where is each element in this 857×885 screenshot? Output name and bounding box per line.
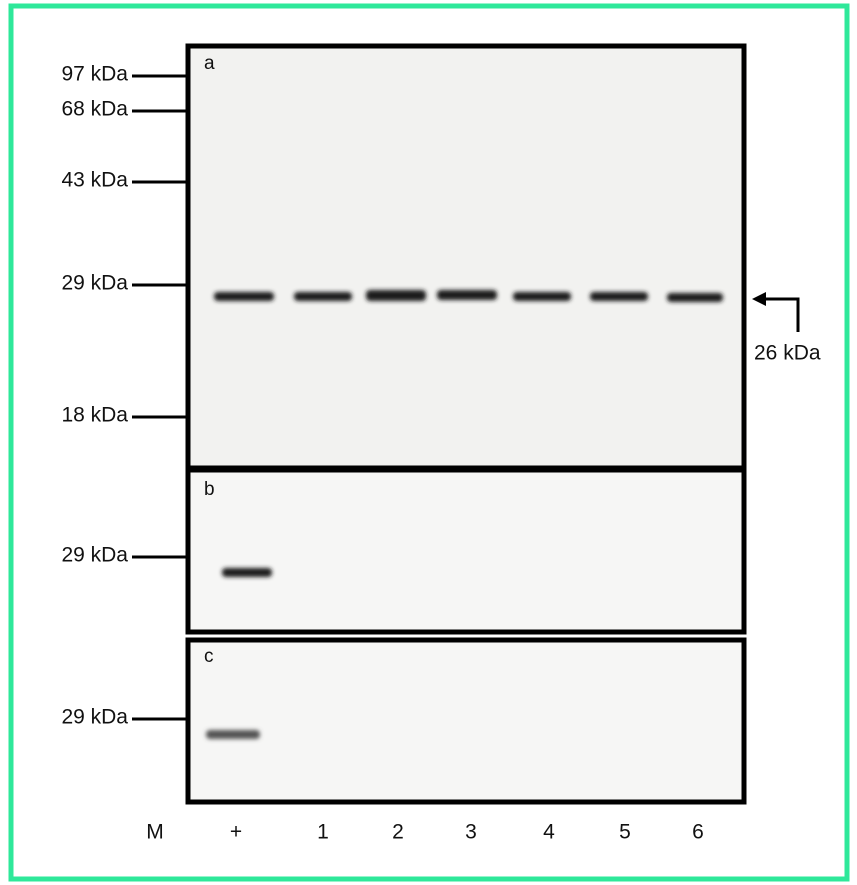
lane-label: 6	[692, 821, 704, 844]
band	[366, 290, 426, 301]
lane-label: 1	[317, 821, 329, 844]
bands	[206, 290, 723, 739]
marker-label: 29 kDa	[61, 272, 128, 295]
band	[294, 292, 352, 301]
marker-label: 68 kDa	[61, 98, 128, 121]
lane-label: M	[146, 821, 164, 844]
panel-letter: c	[204, 646, 214, 667]
band	[590, 292, 648, 301]
panel-b	[185, 467, 747, 635]
band	[437, 290, 497, 300]
band	[206, 730, 260, 739]
lane-label: 4	[543, 821, 555, 844]
band-label: 26 kDa	[754, 342, 821, 365]
lane-label: 3	[465, 821, 477, 844]
panel-a	[185, 43, 747, 471]
band	[513, 292, 571, 301]
marker-label: 18 kDa	[61, 404, 128, 427]
band	[222, 568, 272, 577]
arrow	[762, 297, 800, 332]
marker-label: 29 kDa	[61, 544, 128, 567]
band	[667, 293, 723, 302]
panel-c	[185, 637, 747, 805]
arrow-head	[752, 292, 766, 306]
marker-label: 29 kDa	[61, 706, 128, 729]
band	[214, 292, 274, 301]
marker-label: 43 kDa	[61, 169, 128, 192]
panel-letter: a	[204, 53, 215, 74]
frame	[8, 3, 850, 882]
marker-label: 97 kDa	[61, 63, 128, 86]
panel-letter: b	[204, 479, 215, 500]
marker-lines	[132, 74, 186, 721]
lane-label: +	[230, 821, 242, 844]
lane-label: 5	[619, 821, 631, 844]
lane-label: 2	[392, 821, 404, 844]
